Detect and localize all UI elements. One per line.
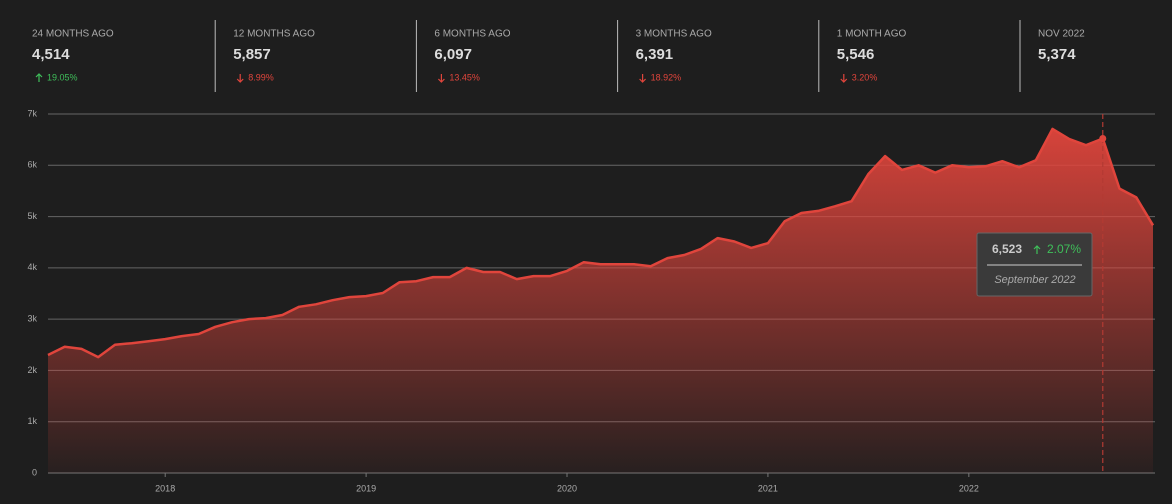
hover-point <box>1099 134 1107 142</box>
stat-label: 24 MONTHS AGO <box>32 29 114 40</box>
x-tick-label: 2019 <box>356 483 376 493</box>
stat-change: 19.05% <box>47 72 78 82</box>
area <box>48 128 1153 473</box>
stat-value: 4,514 <box>32 46 70 63</box>
arrow-icon <box>1033 245 1041 254</box>
x-tick-label: 2018 <box>155 483 175 493</box>
x-tick-label: 2021 <box>758 483 778 493</box>
stat-value: 6,391 <box>636 46 674 63</box>
y-tick-label: 4k <box>27 262 37 272</box>
stat-label: NOV 2022 <box>1038 29 1085 40</box>
stat-value: 5,857 <box>233 46 271 63</box>
stat-change: 8.99% <box>248 72 274 82</box>
stat-change: 18.92% <box>651 72 682 82</box>
stat-value: 6,097 <box>434 46 472 63</box>
tooltip-change: 2.07% <box>1047 242 1081 256</box>
x-tick-label: 2022 <box>959 483 979 493</box>
arrow-icon <box>236 74 244 83</box>
stat-label: 3 MONTHS AGO <box>636 29 712 40</box>
y-tick-label: 7k <box>27 108 37 118</box>
y-tick-label: 2k <box>27 365 37 375</box>
tooltip-value: 6,523 <box>992 242 1022 256</box>
y-tick-label: 0 <box>32 467 37 477</box>
arrow-icon <box>35 73 43 82</box>
arrow-icon <box>840 74 848 83</box>
stat-label: 6 MONTHS AGO <box>434 29 510 40</box>
stat-change: 3.20% <box>852 72 878 82</box>
stat-value: 5,546 <box>837 46 875 63</box>
arrow-icon <box>437 74 445 83</box>
stat-label: 12 MONTHS AGO <box>233 29 315 40</box>
stat-label: 1 MONTH AGO <box>837 29 907 40</box>
y-tick-label: 6k <box>27 160 37 170</box>
tooltip-date: September 2022 <box>994 274 1075 286</box>
stat-change: 13.45% <box>449 72 480 82</box>
x-tick-label: 2020 <box>557 483 577 493</box>
arrow-icon <box>639 74 647 83</box>
y-tick-label: 1k <box>27 416 37 426</box>
stat-value: 5,374 <box>1038 46 1076 63</box>
y-tick-label: 3k <box>27 314 37 324</box>
y-tick-label: 5k <box>27 211 37 221</box>
line <box>47 127 1155 359</box>
